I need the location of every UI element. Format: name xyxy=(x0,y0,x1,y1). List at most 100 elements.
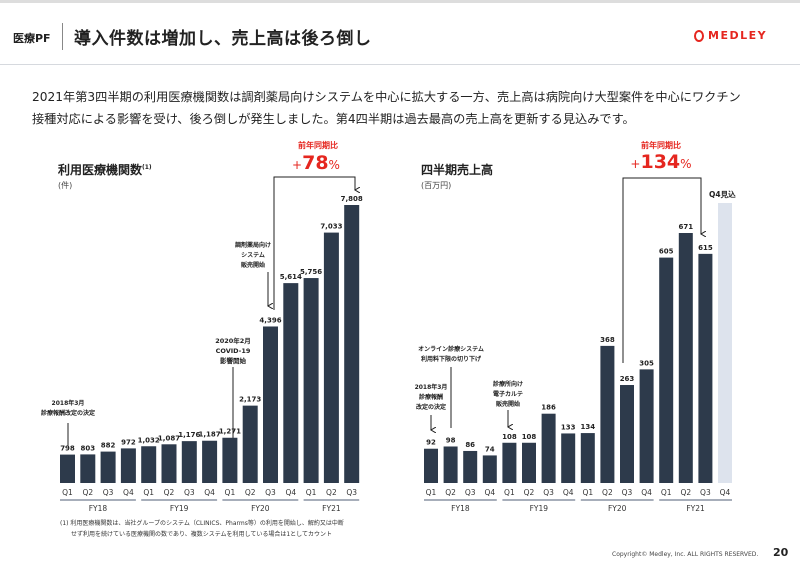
group-label: FY19 xyxy=(530,504,549,513)
group-label: FY19 xyxy=(170,504,189,513)
bar xyxy=(600,345,615,483)
bar xyxy=(698,253,713,483)
annotation-pharmacy-system: 調剤薬局向け システム 販売開始 xyxy=(234,242,272,269)
tick-label: Q3 xyxy=(700,488,711,497)
data-label: 798 xyxy=(60,445,75,453)
bar xyxy=(463,450,478,483)
chart-title-revenue: 四半期売上高 xyxy=(421,163,494,177)
data-label: 1,271 xyxy=(219,428,241,436)
forecast-bar xyxy=(718,203,732,483)
tick-label: Q4 xyxy=(720,488,731,497)
tick-label: Q1 xyxy=(143,488,154,497)
bar xyxy=(283,283,299,483)
data-label: 98 xyxy=(446,436,456,444)
bar xyxy=(659,257,674,483)
group-label: FY20 xyxy=(608,504,627,513)
tick-label: Q2 xyxy=(680,488,691,497)
bar xyxy=(541,413,556,483)
bar xyxy=(620,385,634,483)
slide-header: 医療PF 導入件数は増加し、売上高は後ろ倒し MEDLEY xyxy=(0,3,800,65)
chart-title-institutions: 利用医療機関数(1) xyxy=(58,163,152,177)
data-label: 368 xyxy=(600,336,615,344)
data-label: 86 xyxy=(465,441,475,449)
data-label: 972 xyxy=(121,438,136,446)
tick-label: Q3 xyxy=(184,488,195,497)
data-label: 5,756 xyxy=(300,268,322,276)
logo-text: MEDLEY xyxy=(708,29,768,42)
tick-label: Q4 xyxy=(123,488,134,497)
bar xyxy=(100,451,116,483)
tick-label: Q3 xyxy=(265,488,276,497)
bar xyxy=(443,446,458,483)
bar xyxy=(141,446,157,483)
bar xyxy=(323,232,339,483)
unit-institutions: (件) xyxy=(58,181,73,190)
tick-label: Q1 xyxy=(661,488,672,497)
annotation-arrows xyxy=(67,176,701,446)
data-label: 7,808 xyxy=(341,195,363,203)
data-label: 882 xyxy=(101,442,116,450)
tick-label: Q4 xyxy=(563,488,574,497)
bar xyxy=(522,442,536,483)
tick-label: Q1 xyxy=(504,488,515,497)
data-label: 803 xyxy=(80,444,95,452)
bar xyxy=(344,205,360,483)
bar xyxy=(263,326,278,483)
lead-line-1: 2021年第3四半期の利用医療機関数は調剤薬局向けシステムを中心に拡大する一方、… xyxy=(32,90,741,104)
group-label: FY18 xyxy=(451,504,470,513)
tick-label: Q2 xyxy=(445,488,456,497)
tick-label: Q4 xyxy=(484,488,495,497)
data-label: 1,176 xyxy=(178,431,200,439)
group-label: FY21 xyxy=(686,504,705,513)
bar xyxy=(502,442,517,483)
data-label: 5,614 xyxy=(280,273,302,281)
data-label: 92 xyxy=(426,439,436,447)
tick-label: Q4 xyxy=(641,488,652,497)
bar xyxy=(242,405,258,483)
data-label: 108 xyxy=(502,433,517,441)
tick-label: Q2 xyxy=(82,488,93,497)
yoy-label-revenue: 前年同期比 xyxy=(641,141,681,150)
group-label: FY18 xyxy=(89,504,108,513)
bar xyxy=(424,448,438,483)
bar xyxy=(120,448,136,483)
data-label: 615 xyxy=(698,244,713,252)
tick-label: Q3 xyxy=(103,488,114,497)
bar xyxy=(678,233,693,483)
data-label: 263 xyxy=(620,375,635,383)
footnote-line-1: (1) 利用医療機関数は、当社グループのシステム（CLINICS、Pharms等… xyxy=(60,520,344,527)
data-label: 1,187 xyxy=(199,431,221,439)
tick-label: Q1 xyxy=(62,488,73,497)
bar xyxy=(202,440,218,483)
tick-label: Q1 xyxy=(426,488,437,497)
tick-label: Q4 xyxy=(204,488,215,497)
page-title: 導入件数は増加し、売上高は後ろ倒し xyxy=(74,29,372,49)
data-label: 134 xyxy=(580,423,595,431)
data-label: 186 xyxy=(541,404,556,412)
tick-label: Q3 xyxy=(346,488,357,497)
annotation-covid: 2020年2月 COVID-19 影響開始 xyxy=(215,337,251,365)
tick-label: Q3 xyxy=(622,488,633,497)
data-label: 305 xyxy=(639,359,654,367)
yoy-bracket-revenue xyxy=(622,177,701,363)
tick-label: Q2 xyxy=(524,488,535,497)
group-label: FY20 xyxy=(251,504,270,513)
data-label: 605 xyxy=(659,248,674,256)
data-label: 133 xyxy=(561,423,576,431)
bar xyxy=(482,455,497,483)
bar xyxy=(161,444,177,483)
tick-label: Q1 xyxy=(582,488,593,497)
data-label: 671 xyxy=(678,223,693,231)
logo-mark-icon xyxy=(694,29,704,42)
bar xyxy=(561,433,576,483)
tick-label: Q2 xyxy=(245,488,256,497)
header-divider xyxy=(62,23,63,50)
tick-label: Q3 xyxy=(465,488,476,497)
bar xyxy=(60,454,75,483)
annotation-clinic-emr: 診療所向け 電子カルテ 販売開始 xyxy=(492,381,524,408)
tick-label: Q2 xyxy=(164,488,175,497)
tick-label: Q1 xyxy=(225,488,236,497)
tick-label: Q2 xyxy=(326,488,337,497)
page-number: 20 xyxy=(773,546,789,559)
